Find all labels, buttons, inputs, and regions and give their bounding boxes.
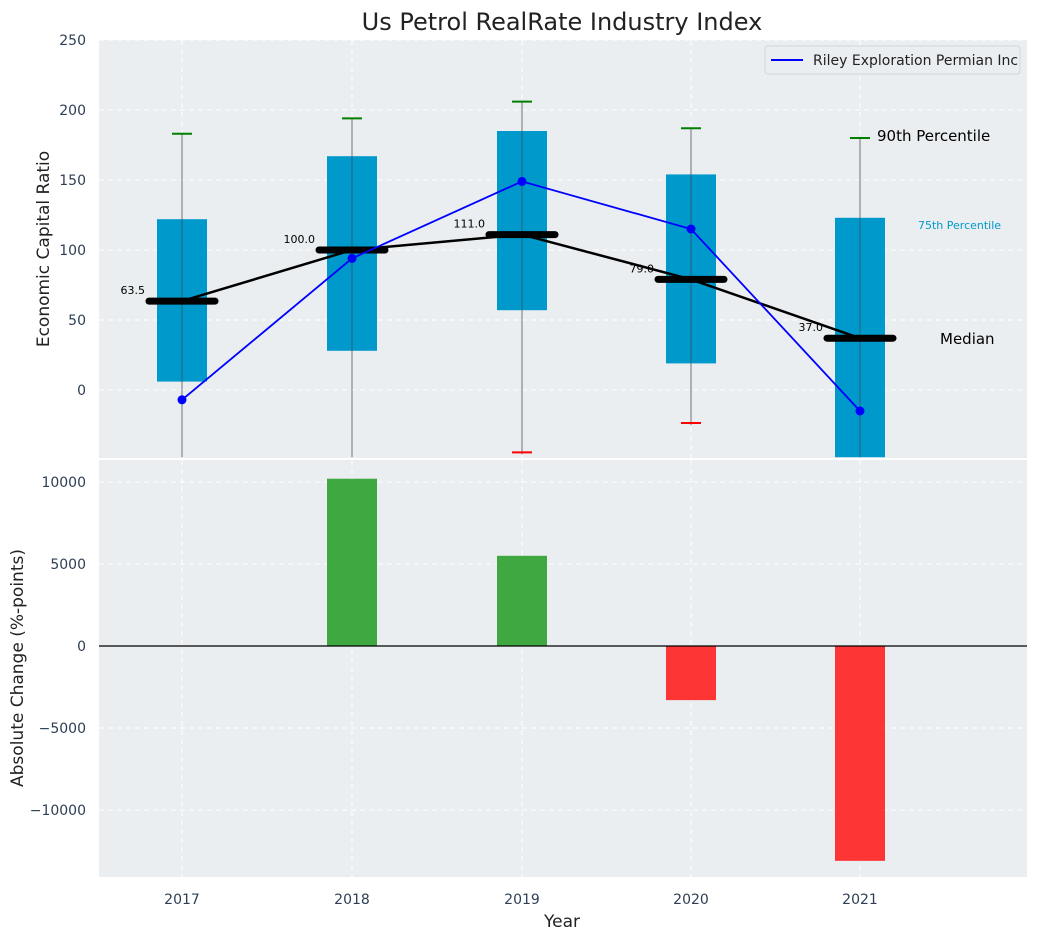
top-ytick-label: 50: [68, 313, 86, 329]
bottom-ytick-label: 5000: [50, 557, 86, 573]
annotation-75th-percentile: 75th Percentile: [918, 219, 1001, 232]
company-point-2020: [686, 224, 696, 234]
top-boxplot: 63.5 100.0 111.0 79.0 37.0 90th Percentile 75t…: [121, 100, 1001, 458]
x-tick-label-2020: 2020: [673, 892, 709, 908]
bottom-y-axis-title: Absolute Change (%-points): [8, 549, 28, 787]
legend-label: Riley Exploration Permian Inc: [813, 53, 1018, 69]
top-ytick-label: 100: [59, 243, 86, 259]
top-ytick-label: 0: [77, 383, 86, 399]
legend[interactable]: Riley Exploration Permian Inc: [764, 45, 1021, 75]
median-value-label: 37.0: [799, 321, 824, 334]
x-tick-label-2017: 2017: [164, 892, 200, 908]
x-tick-labels: 2017 2018 2019 2020 2021: [164, 892, 878, 908]
median-value-label: 79.0: [630, 262, 655, 275]
median-value-label: 63.5: [121, 284, 146, 297]
top-ytick-label: 200: [59, 103, 86, 119]
bottom-bar-chart: [99, 478, 1027, 861]
top-ytick-label: 250: [59, 33, 86, 49]
company-point-2017: [177, 395, 187, 405]
change-bar-2018: [327, 478, 377, 646]
median-value-label: 111.0: [454, 218, 486, 231]
x-axis-title: Year: [543, 912, 580, 932]
annotation-90th-percentile: 90th Percentile: [877, 127, 990, 145]
change-bar-2020: [666, 646, 716, 701]
bottom-ytick-label: −10000: [30, 803, 86, 819]
bottom-ytick-label: 0: [77, 639, 86, 655]
company-point-2018: [347, 253, 357, 263]
x-tick-label-2021: 2021: [842, 892, 878, 908]
bottom-plot-area: [99, 460, 1027, 877]
annotation-median: Median: [940, 330, 995, 348]
top-y-axis-title: Economic Capital Ratio: [34, 151, 54, 347]
bottom-ytick-label: −5000: [39, 721, 86, 737]
chart-title: Us Petrol RealRate Industry Index: [362, 8, 763, 36]
company-point-2019: [517, 176, 527, 186]
company-point-2021: [855, 406, 865, 416]
bottom-ytick-label: 10000: [41, 475, 86, 491]
bottom-y-ticks: −10000 −5000 0 5000 10000: [30, 475, 86, 819]
top-plot-area: [99, 40, 1027, 458]
change-bar-2019: [497, 555, 547, 646]
top-y-ticks: 0 50 100 150 200 250: [59, 33, 86, 399]
change-bar-2021: [835, 646, 885, 861]
top-ytick-label: 150: [59, 173, 86, 189]
median-value-label: 100.0: [284, 233, 316, 246]
x-tick-label-2019: 2019: [504, 892, 540, 908]
x-tick-label-2018: 2018: [334, 892, 370, 908]
